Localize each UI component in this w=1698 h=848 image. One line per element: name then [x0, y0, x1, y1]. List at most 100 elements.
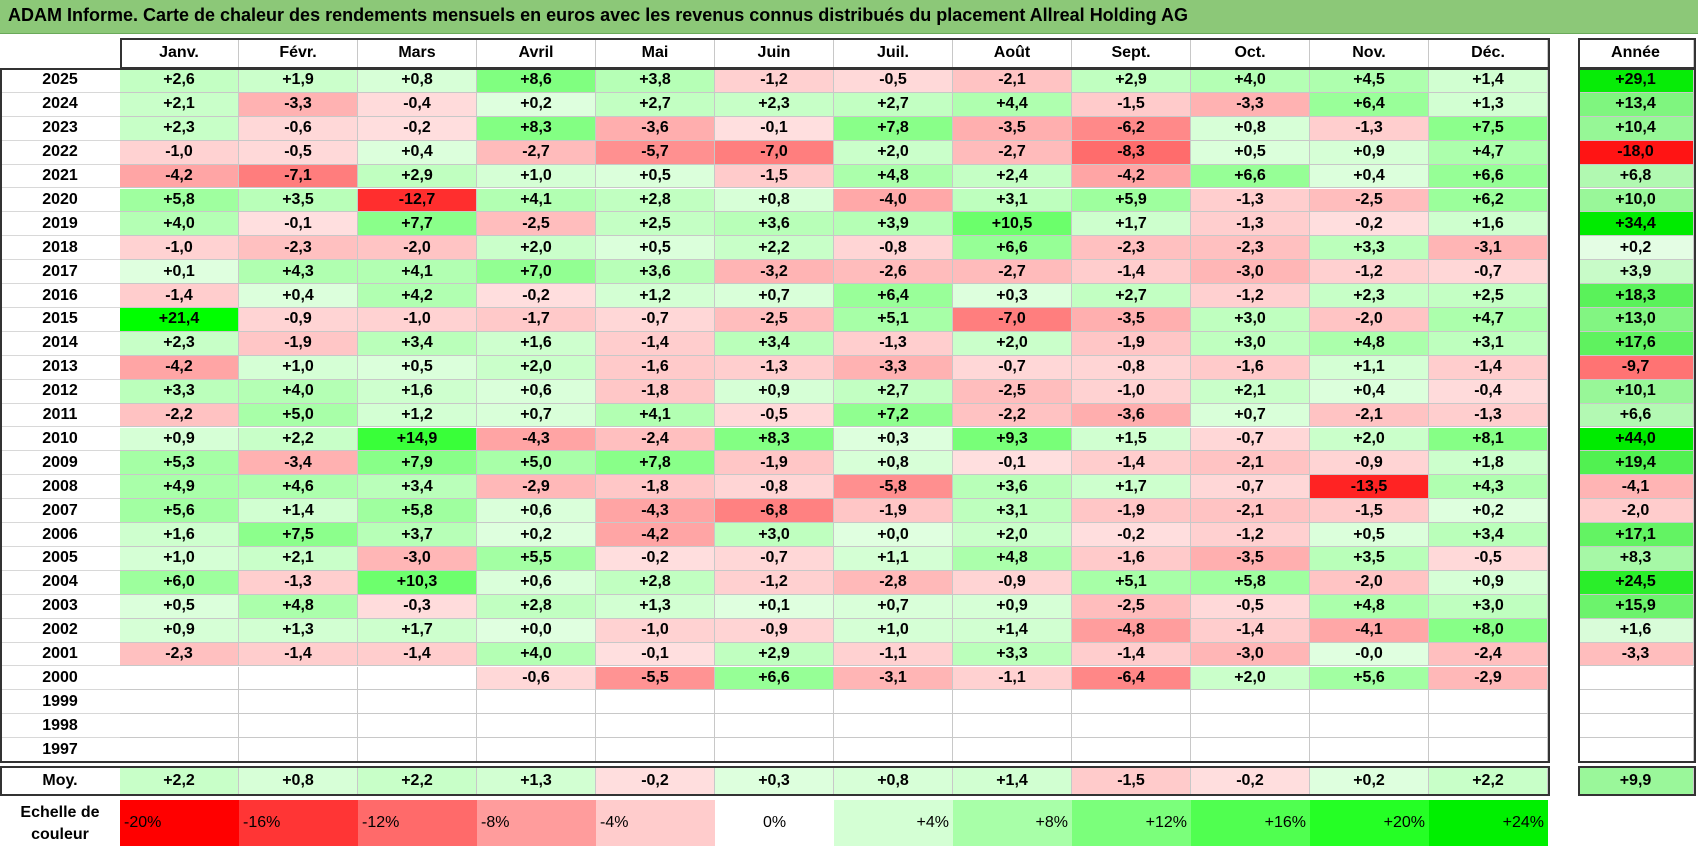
cell-2001-m4: +4,0 [477, 642, 596, 667]
year-label-2020: 2020 [0, 189, 120, 213]
cell-2001-m7: -1,1 [834, 642, 953, 667]
cell-2012-m2: +4,0 [239, 379, 358, 404]
cell-1999-m10 [1191, 690, 1310, 715]
cell-2016-m8: +0,3 [953, 284, 1072, 308]
cell-2003-m6: +0,1 [715, 594, 834, 619]
cell-2008-m5: -1,8 [596, 475, 715, 500]
cell-2021-m12: +6,6 [1429, 164, 1548, 189]
annual-cell-2003: +15,9 [1578, 594, 1694, 619]
year-label-2012: 2012 [0, 380, 120, 404]
cell-2008-m9: +1,7 [1072, 475, 1191, 500]
cell-2000-m3 [358, 666, 477, 691]
cell-2005-m6: -0,7 [715, 547, 834, 571]
cell-2015-m1: +21,4 [120, 308, 239, 332]
cell-2006-m2: +7,5 [239, 523, 358, 547]
cell-2002-m9: -4,8 [1072, 618, 1191, 643]
scale-step-8: +8% [953, 800, 1072, 846]
year-label-2017: 2017 [0, 260, 120, 285]
cell-2003-m5: +1,3 [596, 594, 715, 619]
cell-2017-m12: -0,7 [1429, 260, 1548, 285]
scale-step-7: +4% [834, 800, 953, 846]
average-cell-m10: -0,2 [1191, 767, 1310, 796]
cell-2016-m3: +4,2 [358, 284, 477, 308]
cell-1997-m10 [1191, 738, 1310, 763]
color-scale-label: Echelle de couleur [0, 800, 120, 848]
average-cell-m5: -0,2 [596, 767, 715, 796]
cell-2014-m2: -1,9 [239, 331, 358, 356]
average-cell-m1: +2,2 [120, 767, 239, 796]
scale-step-5: -4% [596, 800, 715, 846]
cell-2014-m12: +3,1 [1429, 331, 1548, 356]
cell-2008-m3: +3,4 [358, 475, 477, 500]
cell-2000-m6: +6,6 [715, 666, 834, 691]
cell-2016-m9: +2,7 [1072, 284, 1191, 308]
cell-2004-m10: +5,8 [1191, 570, 1310, 595]
annual-cell-2025: +29,1 [1578, 69, 1694, 93]
cell-2013-m5: -1,6 [596, 355, 715, 380]
annual-cell-2008: -4,1 [1578, 475, 1694, 500]
cell-2011-m4: +0,7 [477, 403, 596, 428]
cell-2021-m7: +4,8 [834, 164, 953, 189]
cell-2023-m4: +8,3 [477, 116, 596, 141]
cell-2002-m6: -0,9 [715, 618, 834, 643]
average-cell-m12: +2,2 [1429, 767, 1548, 796]
cell-2004-m8: -0,9 [953, 570, 1072, 595]
cell-2005-m1: +1,0 [120, 547, 239, 571]
cell-2013-m8: -0,7 [953, 355, 1072, 380]
cell-2000-m4: -0,6 [477, 666, 596, 691]
cell-2007-m1: +5,6 [120, 499, 239, 524]
cell-2012-m8: -2,5 [953, 379, 1072, 404]
cell-2012-m11: +0,4 [1310, 379, 1429, 404]
month-header-2: Févr. [239, 38, 358, 68]
cell-2024-m10: -3,3 [1191, 92, 1310, 117]
month-header-9: Sept. [1072, 38, 1191, 68]
cell-2005-m2: +2,1 [239, 547, 358, 571]
cell-1998-m8 [953, 714, 1072, 739]
cell-2022-m9: -8,3 [1072, 140, 1191, 165]
cell-2025-m1: +2,6 [120, 69, 239, 93]
cell-2010-m9: +1,5 [1072, 427, 1191, 452]
year-label-2009: 2009 [0, 451, 120, 476]
cell-1997-m1 [120, 738, 239, 763]
cell-2017-m4: +7,0 [477, 260, 596, 285]
cell-2020-m8: +3,1 [953, 188, 1072, 213]
cell-1997-m8 [953, 738, 1072, 763]
year-label-2019: 2019 [0, 212, 120, 237]
cell-2003-m3: -0,3 [358, 594, 477, 619]
cell-2007-m6: -6,8 [715, 499, 834, 524]
year-label-2016: 2016 [0, 284, 120, 308]
cell-1998-m12 [1429, 714, 1548, 739]
cell-2009-m3: +7,9 [358, 451, 477, 476]
cell-2022-m5: -5,7 [596, 140, 715, 165]
cell-1997-m2 [239, 738, 358, 763]
cell-2012-m6: +0,9 [715, 379, 834, 404]
cell-2000-m8: -1,1 [953, 666, 1072, 691]
cell-2022-m4: -2,7 [477, 140, 596, 165]
cell-2017-m6: -3,2 [715, 260, 834, 285]
cell-2022-m1: -1,0 [120, 140, 239, 165]
year-label-2005: 2005 [0, 547, 120, 571]
cell-2019-m8: +10,5 [953, 212, 1072, 237]
cell-2002-m7: +1,0 [834, 618, 953, 643]
annual-cell-2021: +6,8 [1578, 164, 1694, 189]
cell-2021-m8: +2,4 [953, 164, 1072, 189]
cell-2009-m5: +7,8 [596, 451, 715, 476]
cell-2009-m7: +0,8 [834, 451, 953, 476]
annual-cell-2024: +13,4 [1578, 92, 1694, 117]
cell-2000-m1 [120, 666, 239, 691]
cell-2016-m2: +0,4 [239, 284, 358, 308]
cell-2009-m11: -0,9 [1310, 451, 1429, 476]
cell-2001-m3: -1,4 [358, 642, 477, 667]
cell-2020-m1: +5,8 [120, 188, 239, 213]
month-header-12: Déc. [1429, 38, 1548, 68]
annual-cell-2012: +10,1 [1578, 379, 1694, 404]
cell-2002-m3: +1,7 [358, 618, 477, 643]
scale-step-10: +16% [1191, 800, 1310, 846]
cell-2015-m4: -1,7 [477, 308, 596, 332]
cell-2007-m11: -1,5 [1310, 499, 1429, 524]
cell-2004-m2: -1,3 [239, 570, 358, 595]
cell-2006-m12: +3,4 [1429, 523, 1548, 547]
cell-2010-m11: +2,0 [1310, 427, 1429, 452]
cell-2024-m1: +2,1 [120, 92, 239, 117]
cell-2005-m12: -0,5 [1429, 547, 1548, 571]
